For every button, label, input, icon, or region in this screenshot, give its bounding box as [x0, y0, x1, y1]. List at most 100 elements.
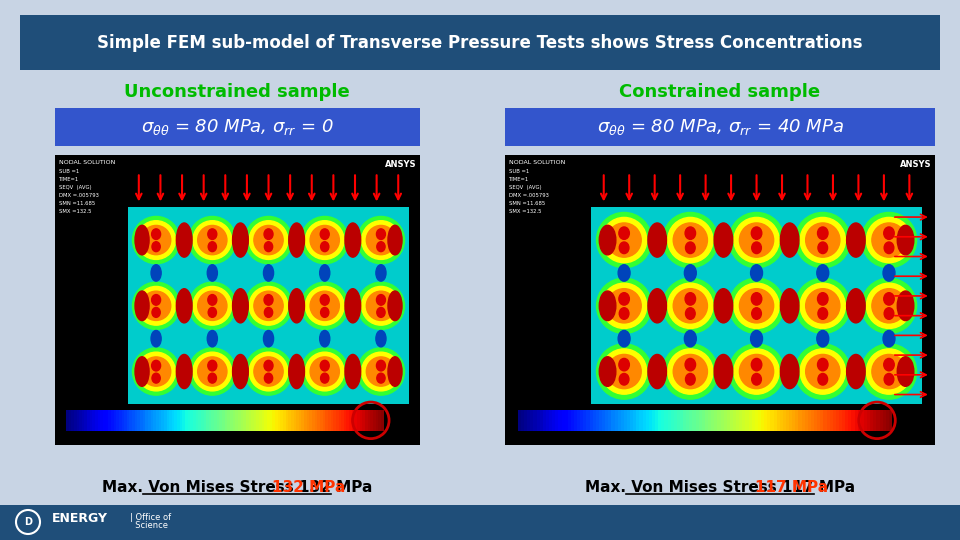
Bar	[256, 410, 259, 430]
Bar	[238, 410, 241, 430]
Text: Constrained sample: Constrained sample	[619, 83, 821, 101]
Bar	[196, 410, 199, 430]
Bar	[634, 410, 636, 430]
Ellipse shape	[208, 373, 216, 383]
Bar	[832, 410, 836, 430]
Ellipse shape	[818, 227, 828, 239]
Bar	[371, 410, 373, 430]
Circle shape	[800, 283, 846, 328]
Bar	[148, 410, 151, 430]
Text: TIME=1: TIME=1	[509, 177, 529, 182]
Bar	[592, 410, 596, 430]
Bar	[328, 410, 331, 430]
Ellipse shape	[898, 225, 914, 255]
Bar	[584, 410, 587, 430]
Circle shape	[662, 344, 718, 399]
Bar	[746, 410, 749, 430]
Circle shape	[305, 221, 344, 259]
Bar	[116, 410, 119, 430]
Bar	[870, 410, 874, 430]
Circle shape	[729, 344, 784, 399]
Bar	[727, 410, 731, 430]
Ellipse shape	[207, 360, 217, 371]
Ellipse shape	[320, 265, 330, 281]
Bar	[217, 410, 220, 430]
Bar	[612, 410, 615, 430]
Bar	[336, 410, 339, 430]
Bar	[505, 155, 935, 445]
Bar	[811, 410, 815, 430]
Circle shape	[362, 286, 400, 325]
Bar	[230, 410, 233, 430]
Ellipse shape	[135, 357, 149, 386]
Ellipse shape	[208, 242, 216, 252]
Bar	[267, 410, 270, 430]
Bar	[577, 410, 581, 430]
Bar	[130, 410, 132, 430]
Ellipse shape	[321, 373, 329, 383]
Circle shape	[739, 223, 774, 257]
Ellipse shape	[818, 359, 828, 371]
Ellipse shape	[684, 330, 696, 347]
Bar	[143, 410, 146, 430]
Bar	[621, 410, 624, 430]
Ellipse shape	[177, 354, 192, 389]
Circle shape	[141, 291, 171, 320]
Ellipse shape	[321, 295, 329, 305]
Circle shape	[198, 291, 227, 320]
Circle shape	[136, 221, 176, 259]
Bar	[542, 410, 546, 430]
Bar	[829, 410, 833, 430]
Bar	[874, 410, 876, 430]
Bar	[661, 410, 665, 430]
Circle shape	[805, 289, 840, 323]
Ellipse shape	[263, 265, 274, 281]
Bar	[20, 15, 940, 70]
Text: 132 MPa: 132 MPa	[272, 480, 346, 495]
Bar	[372, 410, 376, 430]
Bar	[849, 410, 852, 430]
Bar	[655, 410, 659, 430]
Ellipse shape	[685, 374, 695, 385]
Bar	[193, 410, 196, 430]
Bar	[537, 410, 540, 430]
Ellipse shape	[599, 291, 615, 321]
Ellipse shape	[207, 330, 217, 347]
Ellipse shape	[264, 295, 273, 305]
Bar	[312, 410, 315, 430]
Ellipse shape	[780, 289, 799, 323]
Circle shape	[602, 283, 647, 328]
Ellipse shape	[817, 265, 828, 281]
Ellipse shape	[818, 293, 828, 305]
Bar	[175, 410, 178, 430]
Bar	[349, 410, 352, 430]
Bar	[291, 410, 294, 430]
Text: SEQV  (AVG): SEQV (AVG)	[59, 185, 91, 190]
Bar	[505, 108, 935, 146]
Bar	[270, 410, 273, 430]
Bar	[273, 410, 276, 430]
Bar	[187, 410, 191, 430]
Bar	[605, 410, 609, 430]
Bar	[87, 410, 90, 430]
Ellipse shape	[619, 374, 629, 385]
Bar	[351, 410, 355, 430]
Bar	[92, 410, 96, 430]
Circle shape	[136, 286, 176, 325]
Bar	[792, 410, 796, 430]
Bar	[180, 410, 183, 430]
Bar	[517, 410, 521, 430]
Bar	[154, 410, 156, 430]
Ellipse shape	[714, 223, 732, 257]
Circle shape	[357, 217, 404, 264]
Bar	[684, 410, 686, 430]
Circle shape	[132, 282, 180, 329]
Circle shape	[253, 291, 283, 320]
Ellipse shape	[599, 357, 615, 386]
Circle shape	[866, 218, 912, 262]
Ellipse shape	[376, 229, 385, 239]
Circle shape	[800, 349, 846, 394]
Bar	[527, 410, 531, 430]
Ellipse shape	[388, 357, 402, 386]
Ellipse shape	[232, 354, 249, 389]
